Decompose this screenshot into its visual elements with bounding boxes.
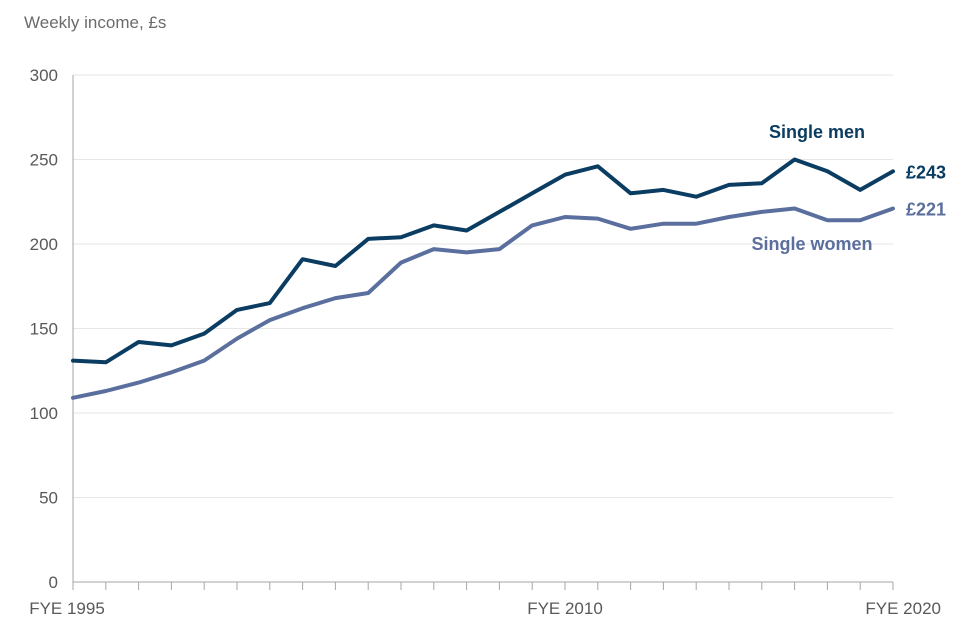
series-name-label: Single men bbox=[769, 122, 865, 142]
x-tick-label: FYE 2020 bbox=[865, 599, 941, 618]
series-lines bbox=[71, 157, 895, 400]
y-tick-label: 200 bbox=[30, 235, 58, 254]
series-labels: Single men Single women £243 £221 bbox=[751, 122, 946, 254]
y-tick-label: 100 bbox=[30, 404, 58, 423]
series-name-label: Single women bbox=[751, 234, 872, 254]
series-end-value-label: £221 bbox=[906, 200, 946, 220]
axes: 0 50 100 150 200 250 300 FYE 1995 FYE 2010 FYE 20… bbox=[29, 66, 941, 618]
x-tick-label: FYE 1995 bbox=[29, 599, 105, 618]
y-tick-label: 300 bbox=[30, 66, 58, 85]
series-end-value-label: £243 bbox=[906, 162, 946, 182]
y-axis-title: Weekly income, £s bbox=[24, 13, 166, 32]
x-tick-label: FYE 2010 bbox=[527, 599, 603, 618]
y-tick-label: 50 bbox=[39, 489, 58, 508]
y-tick-label: 150 bbox=[30, 320, 58, 339]
y-tick-label: 250 bbox=[30, 151, 58, 170]
series-line-single-men bbox=[71, 157, 895, 365]
y-tick-label: 0 bbox=[49, 573, 58, 592]
series-line-single-women bbox=[71, 206, 895, 400]
